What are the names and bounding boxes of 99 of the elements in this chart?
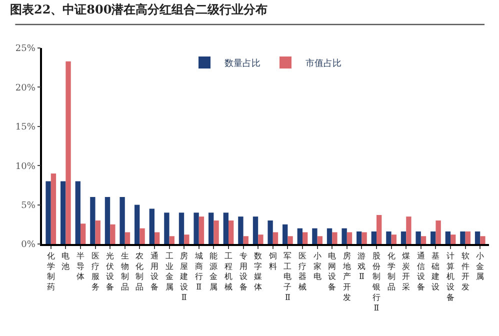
bar — [154, 232, 160, 244]
x-tick-label: 数字媒体 — [254, 251, 262, 292]
x-tick-label: 电网设备 — [328, 251, 336, 292]
bar — [400, 231, 406, 244]
bar — [356, 231, 362, 244]
bar — [184, 234, 190, 244]
x-tick-label: 基础建设 — [430, 251, 440, 292]
x-tick-label: 房地产开发 — [342, 251, 351, 302]
bar — [238, 216, 244, 244]
bar — [214, 220, 219, 244]
bar — [169, 236, 174, 244]
x-tick-label: 工业金属 — [165, 251, 174, 292]
x-tick-label: 半导体 — [76, 251, 84, 282]
bar — [252, 216, 258, 244]
bar — [124, 232, 130, 244]
bar — [258, 234, 264, 244]
bar — [342, 228, 347, 244]
bar — [140, 228, 145, 244]
bar — [346, 232, 352, 244]
bar — [406, 216, 412, 244]
bar — [110, 224, 116, 244]
bar — [194, 212, 199, 244]
bar — [46, 181, 51, 244]
bar — [465, 231, 470, 244]
bar — [134, 204, 140, 244]
y-tick-label: 0% — [21, 240, 36, 250]
x-tick-label: 饲料 — [268, 251, 277, 271]
x-tick-label: 化学制品 — [387, 251, 396, 292]
bar — [371, 231, 377, 244]
x-tick-label: 城商行Ⅱ — [194, 251, 203, 292]
bar — [243, 236, 248, 244]
bar — [178, 212, 184, 244]
y-tick-label: 15% — [15, 122, 36, 133]
bar — [436, 220, 441, 244]
x-tick-label: 专用设备 — [239, 251, 248, 292]
bar — [66, 61, 71, 244]
x-tick-label: 房屋建设Ⅱ — [179, 251, 188, 302]
x-tick-label: 光伏设备 — [106, 251, 114, 292]
chart-title: 图表22、中证800潜在高分红组合二级行业分布 — [10, 2, 268, 16]
x-tick-label: 游戏Ⅱ — [358, 251, 366, 282]
bar — [90, 196, 96, 244]
x-tick-label: 股份制银行Ⅱ — [372, 251, 381, 312]
bar — [386, 231, 392, 244]
bar — [474, 231, 480, 244]
bar — [50, 173, 56, 244]
bar — [312, 228, 318, 244]
x-tick-label: 农化制品 — [136, 251, 144, 292]
y-tick-label: 5% — [21, 200, 36, 211]
bar — [164, 212, 170, 244]
x-tick-label: 电池 — [62, 251, 70, 271]
x-tick-label: 医疗服务 — [91, 251, 100, 292]
bar — [95, 220, 100, 244]
bar — [302, 232, 308, 244]
bar — [223, 212, 228, 244]
bar — [297, 228, 302, 244]
x-tick-label: 通用设备 — [150, 251, 158, 292]
bar — [430, 231, 436, 244]
bar — [450, 234, 456, 244]
x-tick-label: 军工电子Ⅱ — [284, 251, 292, 302]
bar — [445, 231, 451, 244]
x-tick-label: 工程机械 — [224, 251, 232, 292]
bar — [420, 236, 426, 244]
bar — [376, 214, 382, 244]
x-tick-label: 医疗器械 — [298, 251, 306, 292]
x-tick-label: 软件开发 — [461, 251, 470, 292]
bar — [282, 224, 288, 244]
bar — [391, 234, 396, 244]
bar — [460, 231, 466, 244]
x-tick-label: 化学制药 — [46, 251, 55, 292]
bar — [326, 228, 332, 244]
x-tick-label: 小家电 — [313, 251, 322, 282]
x-tick-label: 能源金属 — [210, 251, 218, 292]
bar — [268, 220, 273, 244]
bar — [60, 181, 66, 244]
y-tick-label: 25% — [15, 44, 36, 54]
bar — [75, 181, 80, 244]
y-tick-label: 20% — [15, 83, 36, 94]
bar — [362, 232, 367, 244]
bar — [480, 236, 486, 244]
bar — [198, 216, 204, 244]
x-tick-label: 通信设备 — [416, 251, 425, 292]
bar — [80, 224, 86, 244]
bar — [288, 236, 293, 244]
x-tick-label: 计算机设备 — [446, 251, 455, 302]
x-tick-label: 生物制品 — [120, 251, 129, 292]
x-tick-label: 小金属 — [476, 251, 484, 282]
bar — [272, 232, 278, 244]
legend-label: 数量占比 — [224, 58, 260, 70]
legend-label: 市值占比 — [306, 58, 342, 70]
bar — [208, 212, 214, 244]
x-tick-label: 煤炭开采 — [402, 251, 410, 292]
bar — [332, 232, 338, 244]
bar — [317, 236, 322, 244]
bar — [120, 196, 125, 244]
bar — [416, 231, 421, 244]
bar — [104, 196, 110, 244]
bar — [228, 220, 234, 244]
bar — [149, 208, 154, 244]
y-tick-label: 10% — [15, 162, 36, 172]
